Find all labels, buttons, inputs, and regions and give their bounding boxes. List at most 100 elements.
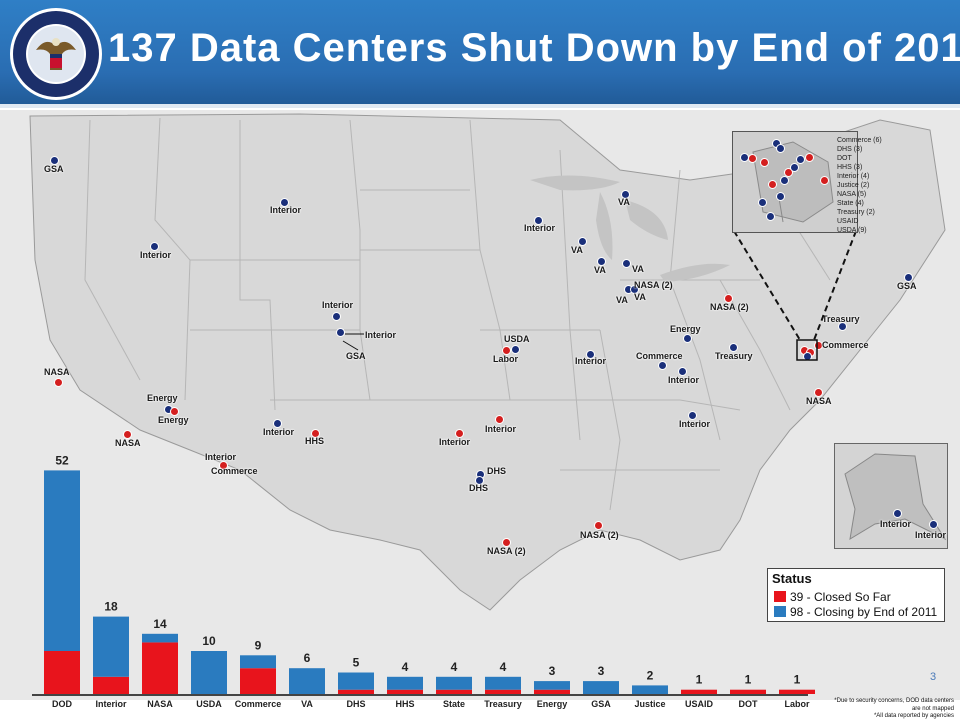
dc-inset-legend-item: State (4)	[837, 200, 864, 207]
map-marker[interactable]	[534, 216, 543, 225]
category-label: Interior	[95, 699, 127, 709]
map-marker-label: Energy	[147, 393, 178, 403]
category-label: DHS	[346, 699, 365, 709]
map-marker[interactable]	[729, 343, 738, 352]
map-marker[interactable]	[170, 407, 179, 416]
presidential-seal-icon	[10, 8, 102, 100]
map-marker[interactable]	[594, 521, 603, 530]
map-marker-label: Interior	[439, 437, 471, 447]
map-marker[interactable]	[54, 378, 63, 387]
map-marker[interactable]	[502, 346, 511, 355]
dc-inset-marker[interactable]	[766, 212, 775, 221]
dc-inset-marker[interactable]	[796, 155, 805, 164]
map-marker[interactable]	[219, 461, 228, 470]
category-label: GSA	[591, 699, 611, 709]
map-marker[interactable]	[280, 198, 289, 207]
header-rule	[0, 104, 960, 108]
dc-area-inset-map	[752, 141, 834, 223]
map-marker-label: NASA	[115, 438, 141, 448]
map-marker-label: Interior	[205, 452, 237, 462]
alaska-marker[interactable]	[893, 509, 902, 518]
map-marker-label: VA	[618, 197, 630, 207]
lake-huron	[625, 200, 668, 240]
map-marker-label: Interior	[679, 419, 711, 429]
dc-inset-marker[interactable]	[740, 153, 749, 162]
map-marker[interactable]	[678, 367, 687, 376]
map-marker[interactable]	[50, 156, 59, 165]
map-marker-label: Interior	[365, 330, 397, 340]
map-marker[interactable]	[724, 294, 733, 303]
map-marker[interactable]	[622, 259, 631, 268]
map-marker[interactable]	[688, 411, 697, 420]
dc-inset-marker[interactable]	[820, 176, 829, 185]
map-marker-label: VA	[571, 245, 583, 255]
dc-inset-legend-item: HHS (3)	[837, 164, 863, 171]
map-marker-label: NASA	[44, 367, 70, 377]
map-marker-label: DHS	[469, 483, 489, 493]
dc-inset-marker[interactable]	[776, 144, 785, 153]
map-marker-label: Interior	[270, 205, 302, 215]
dc-area-inset	[732, 131, 858, 233]
map-marker[interactable]	[495, 415, 504, 424]
dc-inset-marker[interactable]	[784, 168, 793, 177]
map-marker[interactable]	[502, 538, 511, 547]
footnote: *Due to security concerns, DOD data cent…	[834, 698, 954, 704]
dc-inset-marker[interactable]	[790, 163, 799, 172]
map-marker-label: NASA (2)	[634, 280, 673, 290]
dc-inset-marker[interactable]	[780, 176, 789, 185]
category-label: USDA	[196, 699, 222, 709]
map-marker[interactable]	[683, 334, 692, 343]
dc-inset-marker[interactable]	[760, 158, 769, 167]
alaska-inset-map	[844, 453, 947, 541]
map-marker-label: NASA (2)	[487, 546, 526, 556]
status-legend: Status 39 - Closed So Far 98 - Closing b…	[767, 568, 945, 622]
map-marker[interactable]	[332, 312, 341, 321]
map-marker[interactable]	[658, 361, 667, 370]
map-marker[interactable]	[597, 257, 606, 266]
map-marker[interactable]	[273, 419, 282, 428]
map-marker-label: Interior	[263, 427, 295, 437]
map-marker-label: GSA	[346, 351, 366, 361]
closed-legend-label: 39 - Closed So Far	[790, 590, 891, 604]
dc-inset-legend-item: NASA (5)	[837, 191, 867, 198]
map-marker-label: DHS	[487, 466, 507, 476]
category-label: DOD	[52, 699, 73, 709]
map-marker-label: NASA	[806, 396, 832, 406]
category-label: Justice	[634, 699, 665, 709]
category-label: Labor	[784, 699, 809, 709]
map-marker-label: NASA (2)	[580, 530, 619, 540]
map-marker[interactable]	[511, 345, 520, 354]
map-marker[interactable]	[621, 190, 630, 199]
map-marker[interactable]	[123, 430, 132, 439]
dc-inset-marker[interactable]	[768, 180, 777, 189]
map-marker[interactable]	[455, 429, 464, 438]
map-marker[interactable]	[630, 285, 639, 294]
map-marker[interactable]	[311, 429, 320, 438]
dc-inset-marker[interactable]	[748, 154, 757, 163]
map-marker-label: USDA	[504, 334, 530, 344]
map-marker[interactable]	[586, 350, 595, 359]
status-legend-title: Status	[772, 571, 812, 586]
alaska-marker[interactable]	[929, 520, 938, 529]
dc-inset-marker[interactable]	[758, 198, 767, 207]
header-bar	[0, 0, 960, 104]
category-label: Commerce	[235, 699, 282, 709]
map-marker[interactable]	[475, 476, 484, 485]
map-marker-cluster[interactable]	[803, 352, 812, 361]
map-marker-label: Interior	[322, 300, 354, 310]
map-marker-label: Energy	[670, 324, 701, 334]
dc-inset-marker[interactable]	[776, 192, 785, 201]
map-marker[interactable]	[904, 273, 913, 282]
lake-superior	[530, 175, 620, 191]
closing-legend-label: 98 - Closing by End of 2011	[790, 605, 938, 619]
category-label: State	[443, 699, 465, 709]
map-marker[interactable]	[814, 388, 823, 397]
map-marker[interactable]	[336, 328, 345, 337]
map-marker-label: Labor	[493, 354, 519, 364]
map-marker[interactable]	[578, 237, 587, 246]
dc-inset-marker[interactable]	[805, 153, 814, 162]
map-marker-label: Interior	[524, 223, 556, 233]
map-marker[interactable]	[150, 242, 159, 251]
map-marker-label: VA	[632, 264, 644, 274]
map-marker-label: Energy	[158, 415, 189, 425]
